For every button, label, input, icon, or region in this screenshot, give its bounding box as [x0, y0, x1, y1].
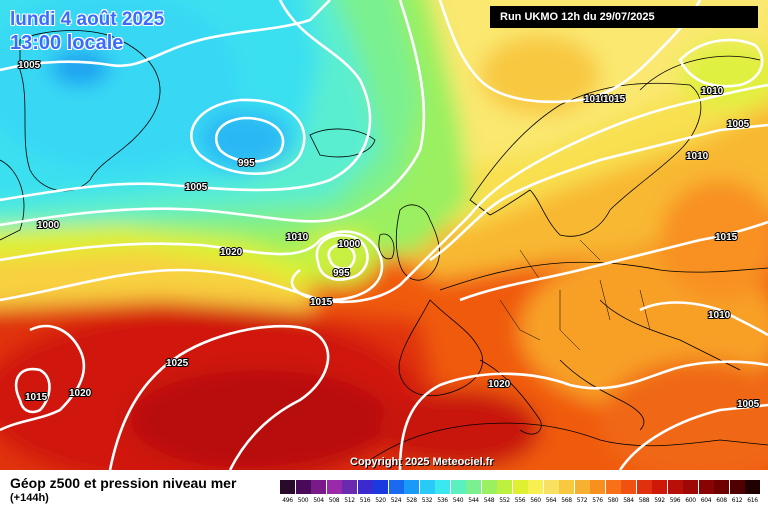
- legend-swatch: [745, 480, 760, 494]
- legend-swatch: [574, 480, 590, 494]
- color-legend: 496 500 504 508 512 516 520 524 528 532 536 540 544 5…: [280, 480, 760, 510]
- legend-tick-label: 496: [282, 497, 293, 504]
- isobar-label: 1010: [686, 151, 709, 162]
- legend-swatch: [419, 480, 435, 494]
- legend-tick-label: 532: [421, 497, 433, 504]
- legend-tick-label: 612: [731, 497, 743, 504]
- legend-tick-label: 616: [747, 497, 758, 504]
- legend-tick-label: 556: [514, 497, 526, 504]
- legend-tick-label: 564: [545, 497, 557, 504]
- legend-swatch: [729, 480, 745, 494]
- legend-swatch: [621, 480, 636, 494]
- isobar-label: 1010: [286, 232, 309, 243]
- legend-tick-label: 560: [530, 497, 541, 504]
- legend-tick-label: 580: [607, 497, 619, 504]
- legend-swatch: [342, 480, 357, 494]
- legend-swatch: [435, 480, 450, 494]
- legend-tick-label: 596: [669, 497, 681, 504]
- legend-tick-label: 572: [576, 497, 588, 504]
- legend-swatch: [605, 480, 621, 494]
- forecast-time: 13:00 locale: [10, 32, 124, 54]
- legend-swatch: [466, 480, 481, 494]
- legend-swatch: [590, 480, 605, 494]
- legend-swatch: [667, 480, 683, 494]
- isobar-label: 1015: [25, 392, 48, 403]
- legend-tick-label: 524: [390, 497, 402, 504]
- map-canvas: 1005 995 1005 1000 1010 1000 995 1020 10…: [0, 0, 768, 470]
- legend-tick-label: 592: [654, 497, 665, 504]
- legend-swatch: [311, 480, 326, 494]
- coastlines: [0, 30, 768, 461]
- legend-tick-label: 528: [406, 497, 417, 504]
- legend-tick-label: 568: [561, 497, 572, 504]
- isobar-label: 1010: [701, 86, 724, 97]
- legend-swatch: [714, 480, 729, 494]
- legend-swatch: [636, 480, 652, 494]
- legend-tick-label: 576: [592, 497, 603, 504]
- isobar-label: 1010: [708, 310, 731, 321]
- legend-tick-label: 608: [716, 497, 727, 504]
- legend-swatch: [481, 480, 497, 494]
- legend-swatch: [559, 480, 574, 494]
- isobar-label: 1015: [603, 94, 626, 105]
- legend-tick-label: 604: [700, 497, 712, 504]
- legend-swatch: [698, 480, 714, 494]
- legend-swatch: [295, 480, 311, 494]
- isobar-label: 995: [333, 268, 350, 279]
- forecast-date: lundi 4 août 2025: [10, 9, 165, 30]
- legend-tick-label: 540: [452, 497, 464, 504]
- legend-swatch: [450, 480, 466, 494]
- legend-tick-label: 552: [499, 497, 510, 504]
- legend-tick-label: 544: [468, 497, 479, 504]
- isobar-label: 1010: [584, 94, 607, 105]
- legend-swatch: [512, 480, 528, 494]
- legend-swatch: [497, 480, 512, 494]
- isobar-label: 1005: [727, 119, 750, 130]
- isobar-label: 1000: [338, 239, 361, 250]
- legend-tick-label: 548: [483, 497, 495, 504]
- isobar-labels: 1005 995 1005 1000 1010 1000 995 1020 10…: [17, 59, 761, 411]
- legend-swatch: [280, 480, 295, 494]
- legend-swatch: [683, 480, 698, 494]
- legend-tick-label: 516: [359, 497, 371, 504]
- run-info: Run UKMO 12h du 29/07/2025: [490, 6, 758, 28]
- legend-tick-label: 600: [685, 497, 696, 504]
- isobar-label: 1000: [37, 220, 60, 231]
- isobar-label: 1015: [715, 232, 738, 243]
- isobar-label: 1020: [220, 247, 243, 258]
- legend-swatch: [326, 480, 342, 494]
- legend-swatch: [652, 480, 667, 494]
- isobar-label: 1025: [166, 358, 189, 369]
- legend-swatch: [388, 480, 404, 494]
- legend-swatch: [404, 480, 419, 494]
- legend-tick-label: 504: [313, 497, 324, 504]
- legend-tick-label: 500: [297, 497, 309, 504]
- legend-swatch: [543, 480, 559, 494]
- legend-tick-label: 536: [437, 497, 448, 504]
- chart-title: Géop z500 et pression niveau mer: [10, 475, 237, 491]
- geopotential-field: [0, 0, 768, 470]
- legend-tick-label: 588: [638, 497, 650, 504]
- legend-swatch: [357, 480, 373, 494]
- legend-tick-label: 584: [623, 497, 634, 504]
- legend-tick-label: 512: [344, 497, 355, 504]
- isobar-label: 1005: [185, 182, 208, 193]
- isobar-label: 1020: [69, 388, 92, 399]
- isobar-label: 1005: [18, 60, 41, 71]
- isobars: [0, 0, 768, 470]
- isobar-label: 1020: [488, 379, 511, 390]
- legend-tick-label: 520: [375, 497, 386, 504]
- legend-swatch: [528, 480, 543, 494]
- isobar-label: 1015: [310, 297, 333, 308]
- chart-subtitle: (+144h): [10, 492, 49, 504]
- copyright: Copyright 2025 Meteociel.fr: [350, 456, 494, 468]
- isobar-label: 995: [238, 158, 255, 169]
- legend-tick-label: 508: [328, 497, 340, 504]
- isobar-label: 1005: [737, 399, 760, 410]
- legend-swatch: [373, 480, 388, 494]
